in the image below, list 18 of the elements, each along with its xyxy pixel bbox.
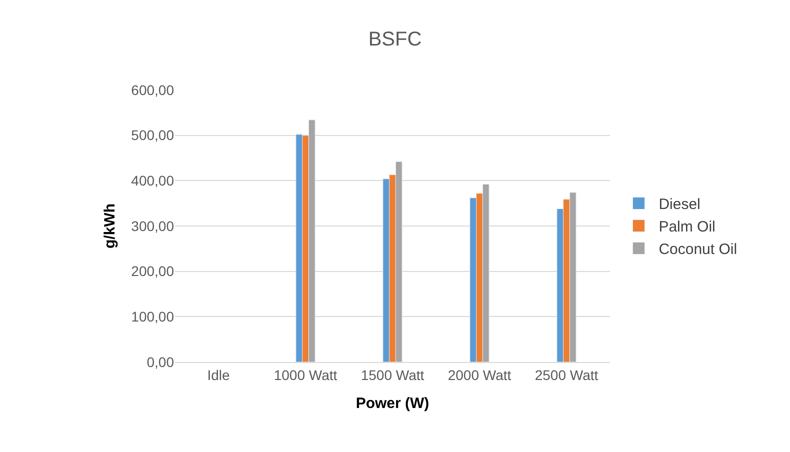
y-tick-label: 300,00	[131, 218, 174, 234]
x-tick-label: 1000 Watt	[274, 366, 338, 383]
x-tick-label: Idle	[207, 366, 230, 383]
x-axis-title: Power (W)	[356, 394, 430, 412]
y-tick-label: 500,00	[131, 127, 174, 144]
y-tick-label: 600,00	[131, 82, 174, 98]
y-tick-label: 400,00	[131, 172, 174, 189]
x-tick-label: 1500 Watt	[360, 366, 424, 383]
y-tick-label: 100,00	[131, 308, 174, 325]
legend-label: Diesel	[658, 196, 700, 214]
x-tick-label: 2500 Watt	[534, 366, 598, 383]
y-tick-label: 200,00	[131, 263, 174, 280]
legend-label: Palm Oil	[658, 218, 716, 236]
y-axis-title: g/kWh	[101, 204, 118, 248]
x-tick-label: 2000 Watt	[448, 366, 512, 383]
y-tick-label: 0,00	[146, 354, 174, 370]
chart-title: BSFC	[368, 28, 422, 51]
legend-label: Coconut Oil	[658, 241, 738, 258]
